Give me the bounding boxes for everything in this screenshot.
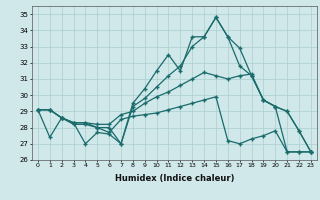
X-axis label: Humidex (Indice chaleur): Humidex (Indice chaleur) [115, 174, 234, 183]
